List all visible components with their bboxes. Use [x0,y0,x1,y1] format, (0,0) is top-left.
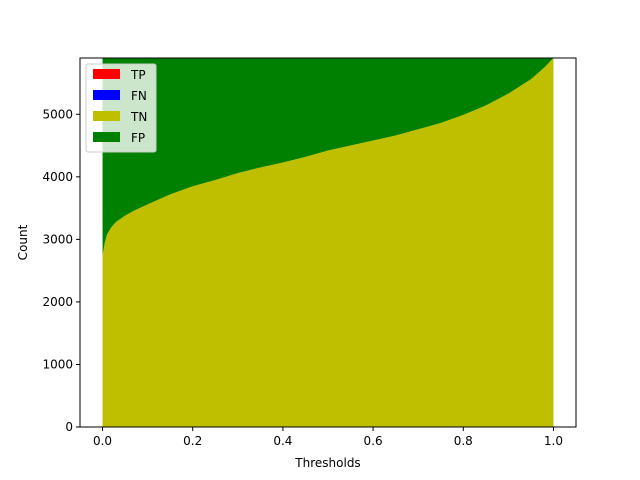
x-axis: 0.0 0.2 0.4 0.6 0.8 1.0 [93,427,563,448]
x-tick-label: 0.2 [183,434,202,448]
x-tick-label: 0.6 [364,434,383,448]
y-axis-label: Count [16,224,30,260]
legend-label-tn: TN [130,110,147,124]
plot-frame [79,57,577,428]
series-area-fp [102,58,554,256]
y-tick-label: 4000 [42,170,73,184]
legend-swatch-tp [93,69,120,79]
x-tick-label: 0.0 [93,434,112,448]
series-layer [102,58,554,427]
legend: TP FN TN FP [85,63,157,153]
y-tick-label: 2000 [42,295,73,309]
series-area-tn [102,58,554,427]
legend-swatch-fn [93,90,120,100]
y-axis: 0 1000 2000 3000 4000 5000 [42,107,80,434]
y-tick-label: 3000 [42,232,73,246]
legend-swatch-tn [93,111,120,121]
legend-label-fp: FP [131,131,145,145]
y-tick-label: 0 [65,420,73,434]
x-tick-label: 0.4 [273,434,292,448]
x-axis-label: Thresholds [294,456,360,470]
legend-label-fn: FN [131,89,147,103]
legend-box [85,63,157,153]
y-tick-label: 5000 [42,107,73,121]
x-tick-label: 1.0 [544,434,563,448]
y-tick-label: 1000 [42,357,73,371]
x-tick-label: 0.8 [454,434,473,448]
legend-label-tp: TP [130,68,146,82]
legend-swatch-fp [93,132,120,142]
